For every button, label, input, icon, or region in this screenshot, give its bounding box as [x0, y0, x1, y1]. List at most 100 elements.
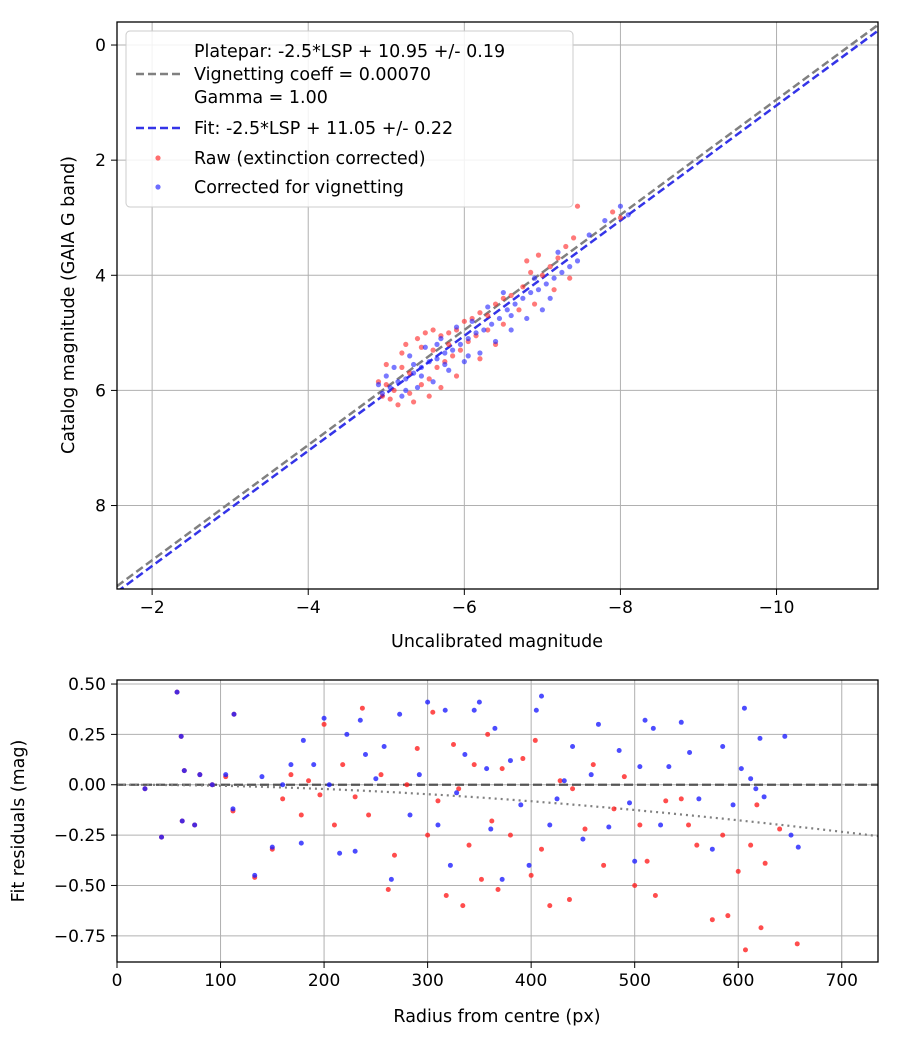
t-point-corrected: [508, 327, 514, 333]
b-point-raw: [414, 745, 420, 751]
b-point-corrected: [471, 707, 477, 713]
b-point-corrected: [352, 848, 358, 854]
b-point-corrected: [416, 772, 422, 778]
b-point-corrected: [326, 782, 332, 788]
b-point-raw: [385, 886, 391, 892]
b-point-raw: [466, 842, 472, 848]
b-point-raw: [425, 832, 431, 838]
b-point-corrected: [192, 822, 198, 828]
b-point-raw: [306, 778, 312, 784]
t-point-raw: [571, 235, 577, 241]
t-y-tick-label: 2: [95, 151, 106, 171]
b-point-corrected: [321, 715, 327, 721]
t-point-corrected: [559, 269, 565, 276]
bottom-points: [142, 689, 801, 953]
b-point-raw: [507, 832, 513, 838]
t-point-corrected: [485, 304, 491, 310]
b-point-corrected: [526, 862, 532, 868]
b-point-raw: [758, 925, 764, 931]
b-point-corrected: [561, 778, 567, 784]
b-point-raw: [532, 737, 538, 743]
b-point-corrected: [782, 733, 788, 739]
t-point-raw: [453, 373, 460, 379]
t-point-raw: [617, 215, 624, 221]
t-point-raw: [528, 269, 534, 276]
b-point-raw: [644, 858, 650, 864]
t-point-corrected: [438, 335, 444, 342]
t-point-raw: [563, 243, 569, 250]
b-point-corrected: [507, 758, 513, 764]
t-point-corrected: [403, 387, 409, 394]
b-point-raw: [359, 705, 365, 711]
t-y-tick-label: 0: [95, 36, 106, 56]
b-point-corrected: [616, 748, 622, 753]
b-point-raw: [709, 917, 715, 923]
t-point-corrected: [489, 321, 495, 327]
b-point-corrected: [709, 846, 715, 852]
b-point-corrected: [741, 705, 747, 711]
t-point-corrected: [602, 217, 608, 224]
b-point-corrected: [554, 796, 560, 802]
b-point-corrected: [197, 772, 203, 778]
t-point-corrected: [407, 353, 413, 359]
t-point-raw: [387, 396, 393, 402]
b-point-raw: [694, 842, 700, 848]
t-point-corrected: [414, 384, 421, 391]
t-point-corrected: [492, 338, 499, 345]
b-point-raw: [443, 893, 449, 899]
b-point-raw: [321, 721, 327, 727]
t-point-corrected: [418, 364, 424, 370]
b-point-corrected: [720, 743, 726, 749]
legend-gamma-label: Gamma = 1.00: [194, 88, 328, 108]
b-point-corrected: [580, 836, 586, 842]
b-point-corrected: [761, 794, 767, 800]
b-point-corrected: [179, 818, 185, 824]
b-point-corrected: [174, 689, 180, 695]
b-point-raw: [460, 903, 466, 909]
b-y-tick-label: −0.75: [54, 927, 106, 947]
t-point-raw: [383, 361, 389, 368]
b-y-tick-label: 0.50: [68, 675, 106, 695]
t-point-raw: [414, 335, 421, 342]
b-point-corrected: [435, 822, 441, 828]
t-point-raw: [403, 341, 409, 347]
top-points: [375, 203, 631, 408]
legend-raw-marker: [155, 155, 161, 161]
b-x-tick-label: 500: [618, 971, 650, 991]
t-point-raw: [395, 402, 401, 408]
t-point-corrected: [469, 318, 475, 324]
t-point-corrected: [383, 373, 389, 379]
top-chart: −2 −4 −6 −8 −10 0 2 4 6 8 Platepar: -2.5*LSP + 10…: [59, 21, 879, 652]
bottom-reference-lines: [117, 783, 878, 838]
t-point-raw: [410, 399, 417, 405]
b-point-corrected: [388, 876, 394, 882]
b-point-corrected: [252, 872, 258, 878]
b-point-corrected: [447, 862, 453, 868]
b-point-raw: [539, 846, 545, 852]
t-point-raw: [450, 353, 456, 359]
t-y-tick-label: 8: [95, 497, 106, 517]
t-point-corrected: [379, 390, 385, 396]
t-point-corrected: [430, 379, 436, 385]
top-legend: Platepar: -2.5*LSP + 10.95 +/- 0.19 Vign…: [125, 30, 574, 208]
t-point-corrected: [496, 315, 503, 322]
b-point-raw: [298, 812, 304, 818]
t-point-corrected: [442, 361, 448, 368]
b-point-corrected: [288, 762, 294, 768]
legend-vignetting-label: Vignetting coeff = 0.00070: [194, 65, 431, 85]
b-point-corrected: [425, 699, 431, 705]
b-point-corrected: [407, 812, 413, 818]
b-point-raw: [378, 772, 384, 778]
t-point-corrected: [457, 341, 464, 347]
b-point-raw: [777, 826, 783, 832]
t-point-raw: [500, 321, 506, 327]
t-point-raw: [434, 364, 440, 370]
t-point-corrected: [434, 341, 440, 347]
b-point-raw: [566, 897, 572, 903]
t-point-corrected: [508, 312, 514, 319]
b-point-corrected: [357, 717, 363, 723]
b-point-corrected: [687, 750, 693, 756]
b-point-corrected: [748, 776, 754, 782]
t-point-corrected: [473, 330, 479, 336]
